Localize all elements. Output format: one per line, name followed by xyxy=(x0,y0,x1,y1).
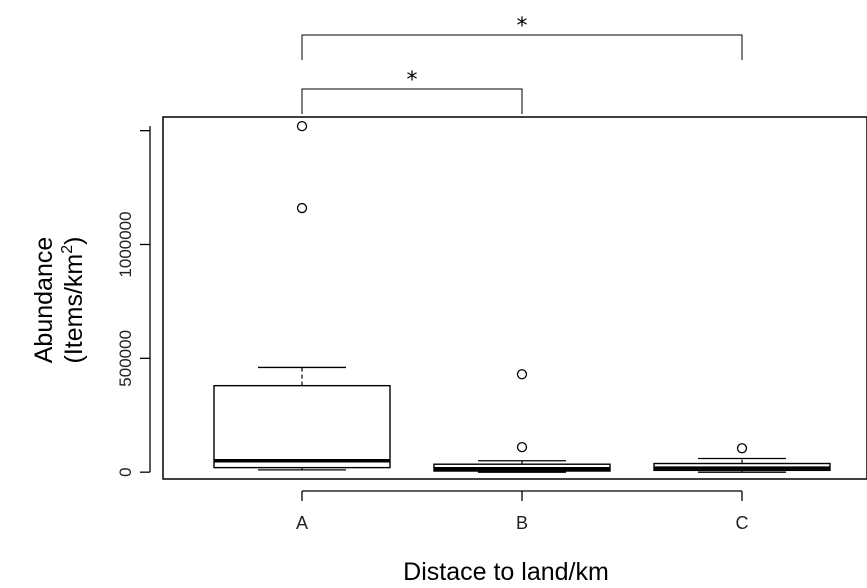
box-iqr-A xyxy=(213,384,391,469)
significance-A-B: * xyxy=(301,68,523,114)
significance-brackets: ** xyxy=(301,14,743,114)
x-tick-label-C: C xyxy=(736,513,749,533)
outlier-C-0 xyxy=(736,443,748,454)
y-axis-title: Abundance (Items/km2) xyxy=(30,237,88,364)
outlier-A-1 xyxy=(296,202,308,214)
box-C xyxy=(653,443,831,473)
boxes xyxy=(213,120,831,473)
y-axis-title-suffix: ) xyxy=(60,237,88,245)
x-axis: A B C xyxy=(296,490,749,533)
y-axis-title-prefix: (Items/km xyxy=(60,254,88,364)
y-tick-label-2: 1000000 xyxy=(116,211,135,277)
y-axis-title-line1: Abundance xyxy=(30,237,58,364)
box-A xyxy=(213,120,391,471)
box-B xyxy=(433,369,611,473)
significance-A-C: * xyxy=(301,14,743,60)
x-axis-title: Distace to land/km xyxy=(403,558,609,586)
outlier-A-0 xyxy=(296,120,308,132)
x-tick-label-A: A xyxy=(296,513,308,533)
plot-frame xyxy=(162,116,867,480)
y-axis-title-line2: (Items/km2) xyxy=(59,237,88,364)
x-tick-label-B: B xyxy=(516,513,528,533)
y-axis: 0 500000 1000000 xyxy=(116,126,151,477)
significance-label-A-C: * xyxy=(517,14,528,39)
outlier-B-0 xyxy=(516,369,528,380)
bracket-A-B xyxy=(301,88,523,114)
outlier-B-1 xyxy=(516,441,528,453)
bracket-A-C xyxy=(301,34,743,60)
significance-label-A-B: * xyxy=(407,68,418,93)
y-tick-label-0: 0 xyxy=(116,467,135,476)
y-tick-label-1: 500000 xyxy=(116,330,135,387)
y-axis-title-sup: 2 xyxy=(59,245,76,254)
